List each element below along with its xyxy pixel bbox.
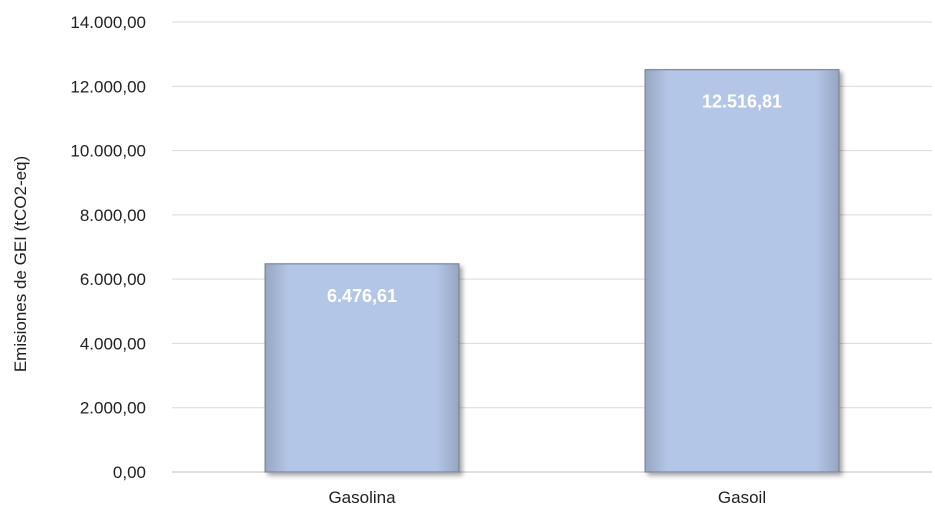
y-tick-label: 14.000,00 [70,13,146,32]
data-label-gasoil: 12.516,81 [702,92,782,112]
y-tick-label: 2.000,00 [80,399,146,418]
y-tick-label: 4.000,00 [80,334,146,353]
data-label-gasolina: 6.476,61 [327,286,397,306]
x-category-label: Gasoil [718,488,766,507]
y-tick-label: 10.000,00 [70,142,146,161]
x-category-label: Gasolina [328,488,396,507]
y-axis-ticks: 0,00 2.000,00 4.000,00 6.000,00 8.000,00 10.0… [70,13,146,482]
y-axis-title: Emisiones de GEI (tCO2-eq) [11,156,30,372]
y-tick-label: 12.000,00 [70,77,146,96]
y-tick-label: 0,00 [113,463,146,482]
y-tick-label: 6.000,00 [80,270,146,289]
bar-gasoil [644,69,840,473]
bars: 6.476,61 12.516,81 [264,69,840,473]
bar-gasolina [264,263,460,473]
x-axis-categories: Gasolina Gasoil [328,488,766,507]
y-tick-label: 8.000,00 [80,206,146,225]
